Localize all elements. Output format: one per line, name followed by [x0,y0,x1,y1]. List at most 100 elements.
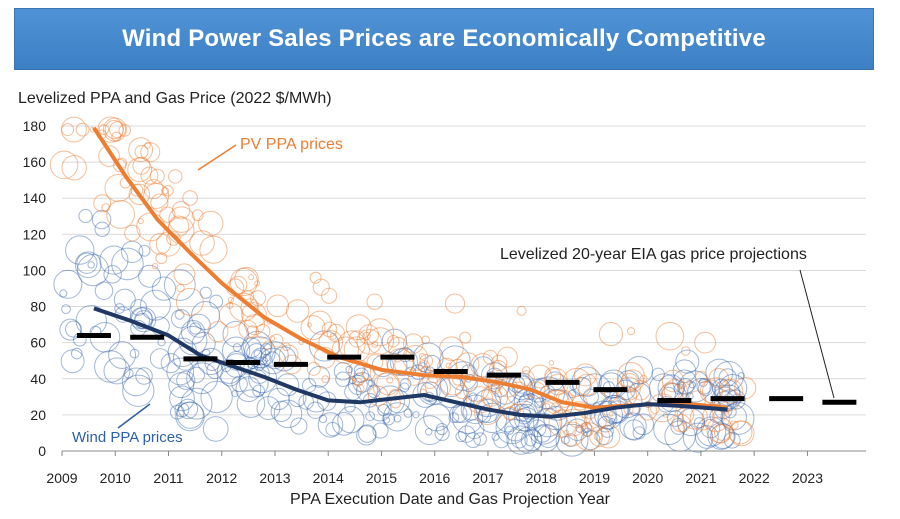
wind-ppa-point [200,380,233,414]
wind-ppa-point [260,341,289,369]
wind-ppa-point [356,425,377,446]
wind-ppa-point [435,422,448,436]
wind-ppa-point [700,418,721,439]
x-tick-label: 2022 [739,470,770,486]
pv-ppa-point [329,332,337,340]
wind-ppa-point [455,430,467,443]
pv-ppa-point [248,274,255,281]
wind-ppa-point [151,276,177,301]
wind-ppa-point [180,387,213,420]
wind-ppa-point [632,426,646,440]
wind-ppa-point [619,412,647,440]
pv-ppa-point [417,360,430,373]
wind-ppa-point [76,254,110,287]
wind-ppa-point [175,401,205,432]
wind-ppa-point [536,424,561,448]
pv-ppa-point [227,296,234,304]
x-tick-label: 2011 [153,470,183,486]
pv-ppa-point [713,423,731,441]
wind-ppa-point [130,299,148,316]
wind-ppa-point [186,362,219,395]
pv-ppa-point [255,323,271,339]
wind-ppa-point [414,415,445,446]
wind-ppa-point [176,401,204,429]
wind-ppa-point [216,358,243,384]
pv-ppa-point [593,431,603,441]
pv-ppa-point [155,252,168,265]
wind-ppa-point [163,269,196,301]
pv-ppa-point [161,187,169,195]
pv-ppa-point [542,403,551,411]
wind-ppa-point [694,425,719,449]
pv-label-leader [197,144,237,171]
gas-label-leader [799,269,835,399]
wind-ppa-point [273,399,303,429]
pv-ppa-point [589,426,611,447]
pv-ppa-point [326,323,345,343]
wind-ppa-point [705,358,734,387]
wind-ppa-point [242,330,272,361]
pv-ppa-label: PV PPA prices [240,136,343,153]
pv-ppa-point [128,183,151,206]
wind-ppa-point [239,368,269,398]
pv-ppa-point [348,330,366,348]
wind-ppa-label: Wind PPA prices [72,429,183,446]
pv-ppa-point [229,267,258,296]
wind-ppa-point [306,401,325,419]
wind-ppa-point [737,372,745,380]
wind-ppa-point [259,356,268,365]
pv-ppa-point [106,200,135,229]
wind-ppa-point [70,347,83,360]
wind-ppa-point [177,398,199,420]
pv-ppa-point [516,305,527,316]
pv-ppa-point [728,420,753,445]
wind-ppa-point [138,244,151,257]
wind-ppa-point [381,328,408,354]
wind-ppa-point [594,400,623,430]
wind-ppa-point [399,382,410,393]
pv-ppa-point [708,368,729,389]
wind-ppa-point [473,389,502,418]
x-tick-label: 2019 [579,470,610,486]
pv-ppa-point [309,271,322,284]
wind-ppa-point [393,414,402,423]
pv-ppa-point [695,370,708,384]
pv-ppa-point [300,315,326,341]
pv-ppa-point [598,322,623,347]
wind-ppa-point [511,431,528,449]
pv-ppa-point [366,318,395,347]
y-tick-label: 100 [23,262,47,278]
wind-ppa-point [567,389,577,399]
pv-ppa-point [662,412,668,418]
pv-ppa-point [321,287,338,304]
pv-ppa-point [101,203,111,212]
pv-ppa-point [559,408,587,437]
pv-ppa-point [93,194,112,213]
pv-ppa-point [706,416,733,444]
pv-ppa-point [718,379,744,404]
wind-ppa-point [675,349,700,374]
wind-ppa-point [448,412,460,424]
y-tick-label: 120 [23,226,47,242]
wind-ppa-point [103,265,122,284]
wind-ppa-point [506,425,536,455]
pv-ppa-point [140,166,159,185]
x-tick-label: 2023 [792,470,823,486]
wind-ppa-point [174,402,190,418]
wind-ppa-point [458,425,476,443]
wind-ppa-point [202,416,229,442]
x-tick-label: 2016 [419,470,450,486]
wind-ppa-point [598,372,625,399]
pv-ppa-point [403,333,424,354]
wind-ppa-point [236,389,266,418]
pv-ppa-point [694,331,716,354]
wind-ppa-point [713,391,735,412]
wind-ppa-point [189,322,202,335]
wind-ppa-point [723,405,737,419]
wind-ppa-point [632,413,655,436]
pv-ppa-point [452,373,464,386]
annotations: PV PPA prices Wind PPA prices Levelized 20… [72,136,835,446]
wind-ppa-point [533,425,552,443]
wind-ppa-point [389,347,418,377]
wind-ppa-point [171,308,191,329]
